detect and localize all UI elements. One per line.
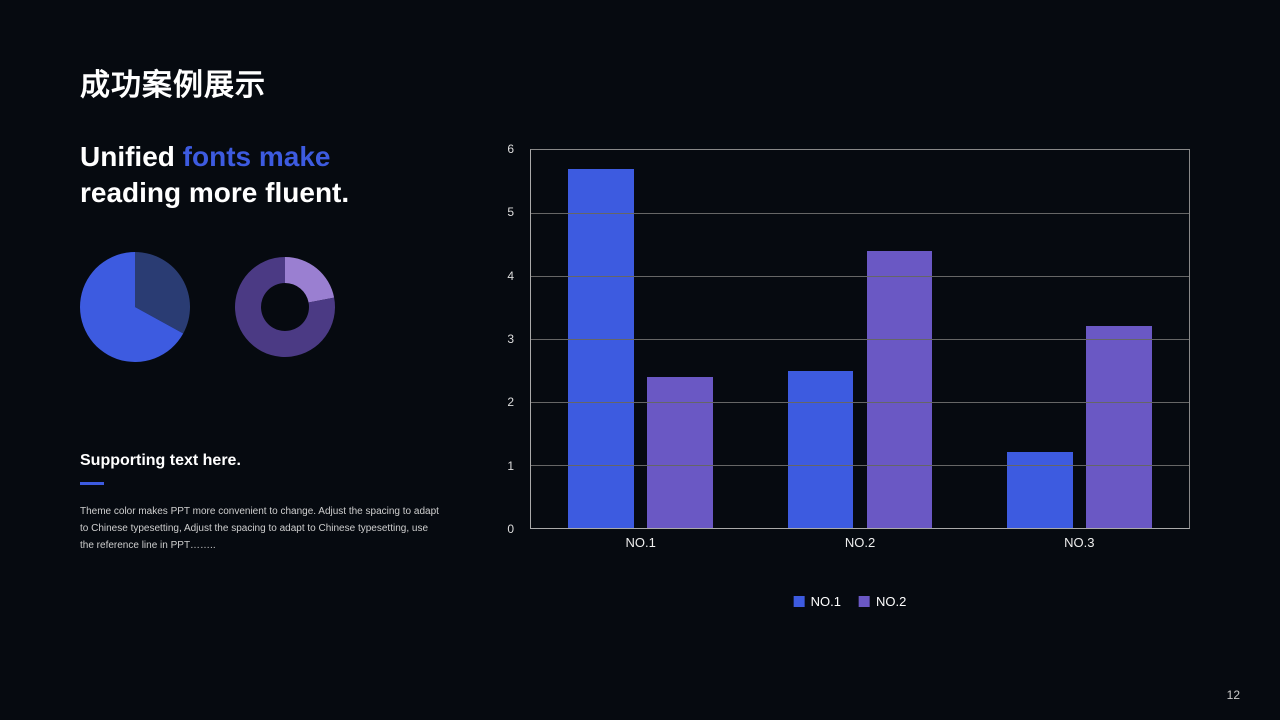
headline-accent: fonts make <box>183 141 331 172</box>
legend-label: NO.1 <box>811 594 841 609</box>
legend-swatch <box>794 596 805 607</box>
bar-chart: NO.1NO.2NO.3 NO.1NO.2 0123456 <box>500 139 1200 559</box>
bar <box>568 169 634 528</box>
bar <box>788 371 854 529</box>
legend-swatch <box>859 596 870 607</box>
x-tick-label: NO.2 <box>845 535 875 550</box>
headline: Unified fonts make reading more fluent. <box>80 139 460 212</box>
slide: 成功案例展示 Unified fonts make reading more f… <box>0 0 1280 720</box>
support-body: Theme color makes PPT more convenient to… <box>80 503 440 554</box>
headline-part2: reading more fluent. <box>80 177 349 208</box>
content-row: Unified fonts make reading more fluent. … <box>80 139 1200 559</box>
x-tick-label: NO.3 <box>1064 535 1094 550</box>
y-tick-label: 4 <box>494 269 514 283</box>
y-tick-label: 0 <box>494 522 514 536</box>
y-tick-label: 3 <box>494 332 514 346</box>
gridline <box>531 339 1189 340</box>
gridline <box>531 276 1189 277</box>
accent-bar <box>80 482 104 485</box>
bar <box>1007 452 1073 528</box>
bar <box>647 377 713 528</box>
y-tick-label: 6 <box>494 142 514 156</box>
page-title: 成功案例展示 <box>80 60 1200 104</box>
y-tick-label: 5 <box>494 205 514 219</box>
page-number: 12 <box>1227 688 1240 702</box>
gridline <box>531 465 1189 466</box>
y-tick-label: 1 <box>494 459 514 473</box>
gridline <box>531 402 1189 403</box>
y-tick-label: 2 <box>494 395 514 409</box>
legend: NO.1 NO.2 <box>794 594 907 609</box>
pie-chart <box>80 252 190 362</box>
legend-item: NO.2 <box>859 594 906 609</box>
left-column: Unified fonts make reading more fluent. … <box>80 139 460 559</box>
headline-part1: Unified <box>80 141 183 172</box>
legend-item: NO.1 <box>794 594 841 609</box>
support-title: Supporting text here. <box>80 452 460 470</box>
bar <box>1086 326 1152 528</box>
legend-label: NO.2 <box>876 594 906 609</box>
right-column: NO.1NO.2NO.3 NO.1NO.2 0123456 <box>500 139 1200 559</box>
mini-charts-row <box>80 252 460 362</box>
bar <box>867 251 933 528</box>
gridline <box>531 213 1189 214</box>
plot-area: NO.1NO.2NO.3 <box>530 149 1190 529</box>
x-tick-label: NO.1 <box>625 535 655 550</box>
donut-chart <box>230 252 340 362</box>
chart-slice <box>285 257 334 303</box>
